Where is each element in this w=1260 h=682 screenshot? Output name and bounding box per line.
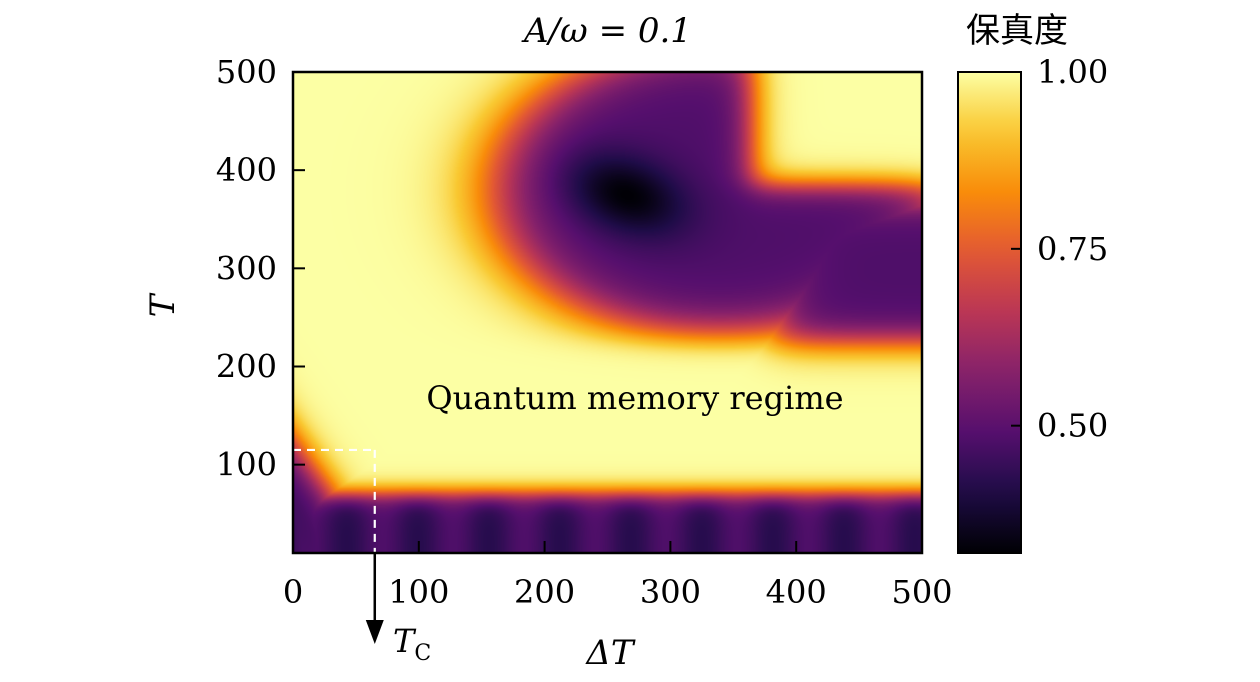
heatmap-area (293, 72, 922, 553)
tc-label-main: T (393, 622, 417, 660)
y-tick-label: 200 (216, 347, 277, 385)
y-tick-label: 500 (216, 53, 277, 91)
y-axis-ticks: 100 200 300 400 500 (216, 53, 305, 484)
x-tick-label: 500 (891, 573, 952, 611)
colorbar-tick-label: 0.75 (1037, 230, 1108, 268)
x-tick-label: 0 (283, 573, 303, 611)
plot-frame (291, 70, 924, 555)
y-tick-label: 100 (216, 446, 277, 484)
y-tick-label: 400 (216, 151, 277, 189)
colorbar-ticks: 1.00 0.75 0.50 (1011, 53, 1108, 445)
x-tick-label: 400 (766, 573, 827, 611)
x-tick-label: 300 (640, 573, 701, 611)
x-axis-ticks: 0 100 200 300 400 500 (283, 541, 953, 611)
tc-arrow-head (365, 620, 384, 644)
colorbar-tick-label: 0.50 (1037, 407, 1108, 445)
chart-title: A/ω = 0.1 (521, 11, 692, 51)
y-tick-label: 300 (216, 249, 277, 287)
colorbar (957, 71, 1022, 554)
tc-marker (293, 448, 376, 553)
x-tick-label: 200 (514, 573, 575, 611)
tc-label-sub: C (414, 641, 431, 666)
colorbar-label: 保真度 (966, 11, 1068, 51)
region-annotation: Quantum memory regime (426, 379, 843, 417)
heatmap-canvas (293, 72, 922, 553)
tc-label: TC (393, 622, 431, 666)
x-tick-label: 100 (388, 573, 449, 611)
y-axis-label: T (143, 292, 183, 317)
colorbar-tick-label: 1.00 (1037, 53, 1108, 91)
x-axis-label: ΔT (584, 633, 636, 673)
